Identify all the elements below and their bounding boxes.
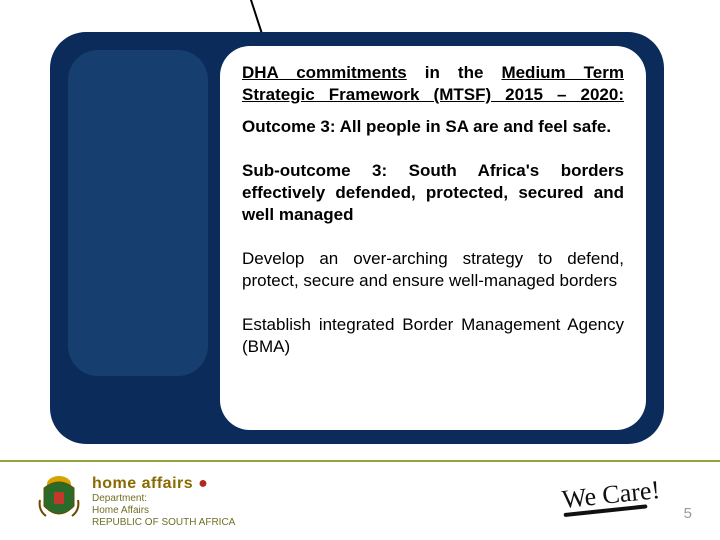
brand-dot-icon: ●: [193, 475, 208, 492]
main-card: DHA commitments in the Medium Term Strat…: [50, 32, 664, 444]
outcome-text: Outcome 3: All people in SA are and feel…: [242, 116, 624, 138]
page-number: 5: [684, 505, 692, 522]
paragraph-2: Establish integrated Border Management A…: [242, 314, 624, 358]
crest-icon: [34, 470, 84, 522]
title-underline-1: DHA commitments: [242, 63, 407, 82]
dept-line-1: Department:: [92, 493, 235, 505]
title-mid: in the: [407, 63, 502, 82]
card-inset-panel: [68, 50, 208, 376]
brand-name: home affairs ●: [92, 474, 235, 493]
we-care-script: We Care!: [560, 475, 661, 517]
content-panel: DHA commitments in the Medium Term Strat…: [220, 46, 646, 430]
department-block: home affairs ● Department: Home Affairs …: [92, 474, 235, 529]
suboutcome-line1: Sub-outcome 3: South Africa's borders ef…: [242, 160, 624, 204]
suboutcome-line2: well managed: [242, 204, 624, 226]
title: DHA commitments in the Medium Term Strat…: [242, 62, 624, 106]
slide: DHA commitments in the Medium Term Strat…: [0, 0, 720, 540]
dept-line-3: REPUBLIC OF SOUTH AFRICA: [92, 517, 235, 529]
dept-line-2: Home Affairs: [92, 505, 235, 517]
footer-divider: [0, 460, 720, 462]
brand-text: home affairs: [92, 475, 193, 492]
paragraph-1: Develop an over-arching strategy to defe…: [242, 248, 624, 292]
